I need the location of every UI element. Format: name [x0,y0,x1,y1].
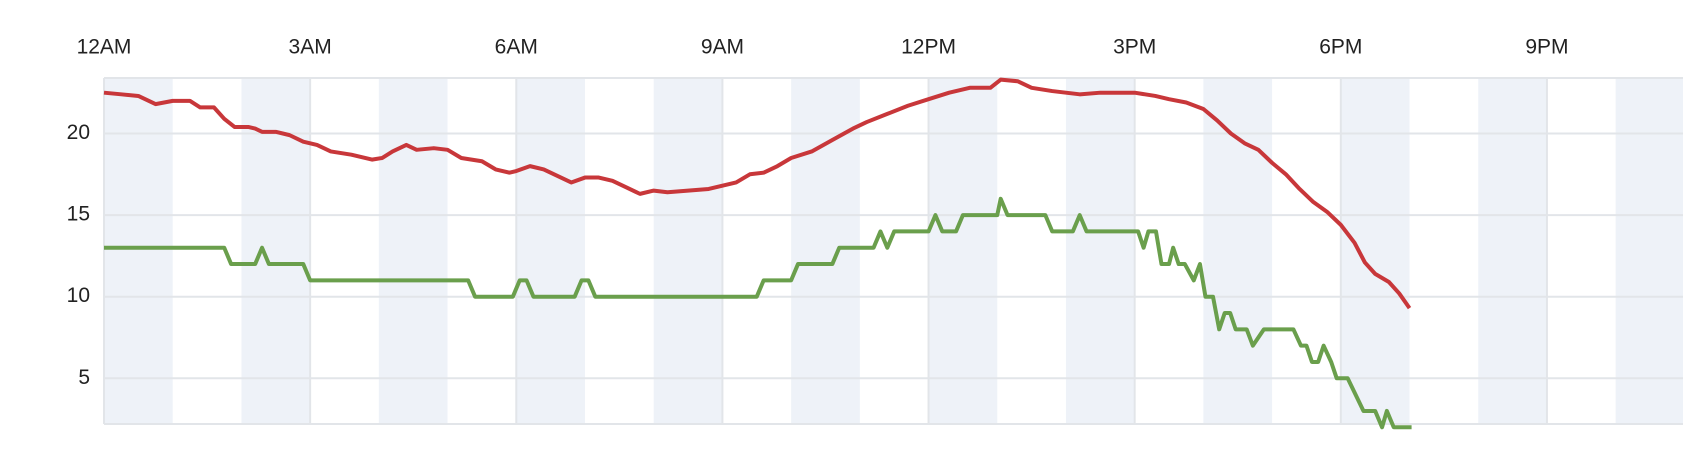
x-tick-label: 3PM [1113,36,1156,59]
hour-band [104,78,173,424]
y-tick-label: 20 [67,121,90,144]
x-tick-label: 9AM [701,36,744,59]
hour-band [516,78,585,424]
series-line [103,77,1412,310]
hour-band [928,78,998,424]
x-tick-label: 9PM [1525,36,1568,59]
y-tick-label: 10 [67,284,90,307]
series-line [104,196,1412,430]
x-tick-label: 3AM [289,36,332,59]
hour-bands [104,78,1683,424]
x-tick-label: 12PM [901,36,956,59]
x-tick-label: 6PM [1319,36,1362,59]
hour-band [1203,78,1273,424]
y-tick-label: 5 [78,366,90,389]
hour-band [653,78,723,424]
hour-band [378,78,448,424]
x-tick-label: 12AM [77,36,132,59]
x-tick-label: 6AM [495,36,538,59]
y-tick-label: 15 [67,203,90,226]
hour-band [1615,78,1683,424]
hour-band [1340,78,1410,424]
hour-band [241,78,311,424]
hour-band [1065,78,1135,424]
hour-band [1478,78,1547,424]
hour-band [791,78,860,424]
